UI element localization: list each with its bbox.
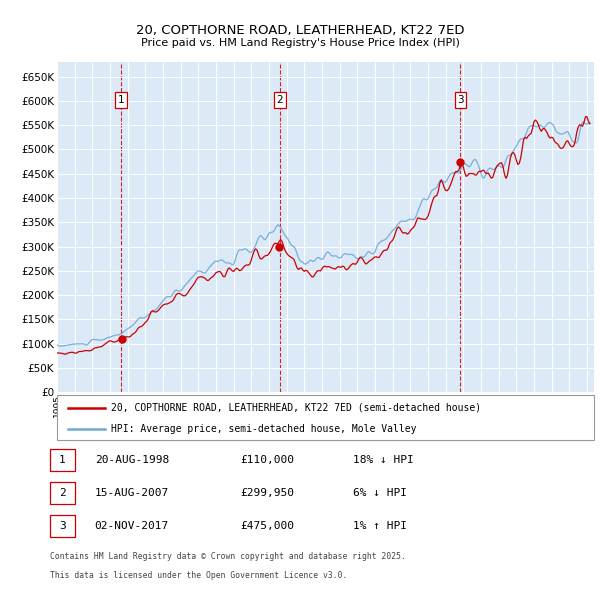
Text: HPI: Average price, semi-detached house, Mole Valley: HPI: Average price, semi-detached house,… [110,424,416,434]
Text: £475,000: £475,000 [241,521,295,531]
Text: 18% ↓ HPI: 18% ↓ HPI [353,454,413,464]
FancyBboxPatch shape [57,395,594,440]
FancyBboxPatch shape [50,448,75,471]
Text: 15-AUG-2007: 15-AUG-2007 [95,488,169,497]
Text: 3: 3 [457,95,464,105]
Text: 1% ↑ HPI: 1% ↑ HPI [353,521,407,531]
Text: 20, COPTHORNE ROAD, LEATHERHEAD, KT22 7ED: 20, COPTHORNE ROAD, LEATHERHEAD, KT22 7E… [136,24,464,37]
Text: £299,950: £299,950 [241,488,295,497]
Text: Contains HM Land Registry data © Crown copyright and database right 2025.: Contains HM Land Registry data © Crown c… [50,552,406,561]
Text: 20, COPTHORNE ROAD, LEATHERHEAD, KT22 7ED (semi-detached house): 20, COPTHORNE ROAD, LEATHERHEAD, KT22 7E… [110,403,481,412]
Text: 1: 1 [59,454,66,464]
Text: 6% ↓ HPI: 6% ↓ HPI [353,488,407,497]
Text: 2: 2 [277,95,283,105]
FancyBboxPatch shape [50,514,75,537]
Text: Price paid vs. HM Land Registry's House Price Index (HPI): Price paid vs. HM Land Registry's House … [140,38,460,48]
Text: 2: 2 [59,488,66,497]
Text: 02-NOV-2017: 02-NOV-2017 [95,521,169,531]
Text: 3: 3 [59,521,66,531]
Text: 20-AUG-1998: 20-AUG-1998 [95,454,169,464]
Text: £110,000: £110,000 [241,454,295,464]
Text: 1: 1 [118,95,124,105]
FancyBboxPatch shape [50,481,75,504]
Text: This data is licensed under the Open Government Licence v3.0.: This data is licensed under the Open Gov… [50,571,347,581]
